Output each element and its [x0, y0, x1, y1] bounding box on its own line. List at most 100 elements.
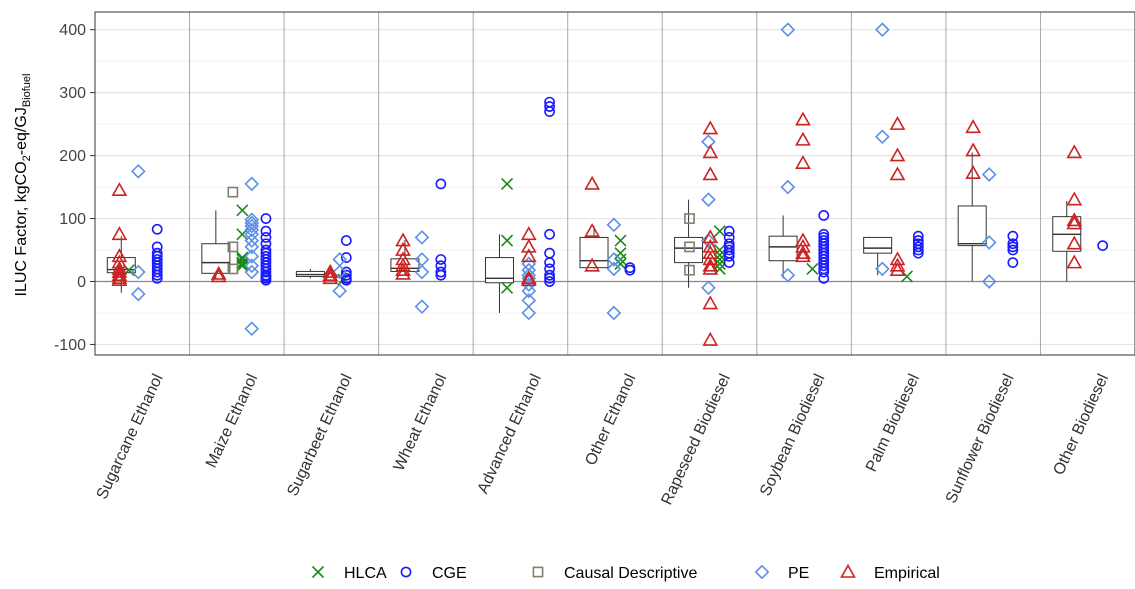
hlca-point-stroke — [713, 257, 726, 270]
category-label-advanced-ethanol: Advanced Ethanol — [475, 372, 545, 497]
hlca-point-stroke — [236, 259, 249, 272]
pe-point — [780, 22, 796, 38]
cge-point — [818, 272, 830, 284]
empirical-point — [702, 331, 719, 346]
empirical-point — [520, 270, 537, 285]
boxplot-maize-ethanol — [201, 210, 231, 280]
empirical-point — [702, 295, 719, 310]
cge-point — [544, 272, 555, 284]
hlca-point-stroke — [500, 234, 514, 247]
y-tick-label: 100 — [59, 211, 86, 228]
legend-cross-icon — [311, 565, 325, 579]
cge-point — [1007, 238, 1019, 250]
cge-point — [340, 252, 352, 263]
empirical-point — [889, 115, 906, 130]
causal-descriptive-point — [684, 264, 695, 276]
cge-point — [340, 274, 352, 286]
hlca-point-stroke — [713, 243, 726, 257]
empirical-point — [322, 263, 339, 278]
empirical-point — [584, 223, 600, 237]
empirical-point — [795, 238, 811, 253]
cge-point — [544, 101, 555, 112]
legend-triangle-icon — [840, 563, 856, 578]
cge-point — [1007, 241, 1019, 253]
cge-point — [1007, 230, 1019, 242]
category-label-sunflower-biodiesel: Sunflower Biodiesel — [943, 372, 1018, 507]
hlca-point — [500, 234, 514, 247]
legend-item-cge: CGE — [400, 565, 467, 582]
empirical-point — [520, 248, 537, 263]
pe-point — [244, 233, 260, 248]
cge-point — [435, 266, 447, 278]
empirical-point — [795, 155, 811, 169]
empirical-point — [702, 257, 719, 272]
y-axis-title-main: ILUC Factor, kgCO — [13, 161, 30, 296]
legend-item-hlca: HLCA — [311, 565, 387, 582]
pe-point — [414, 264, 430, 280]
cge-point — [624, 264, 636, 276]
hlca-point — [614, 257, 627, 270]
hlca-point — [614, 234, 627, 247]
y-axis-title-sub1: 2 — [21, 155, 33, 161]
hlca-point — [713, 225, 726, 238]
cge-point — [723, 250, 735, 262]
legend-item-empirical: Empirical — [840, 563, 940, 582]
y-axis-title-mid: -eq/GJ — [13, 107, 30, 155]
empirical-point — [1066, 144, 1083, 159]
pe-point — [130, 264, 146, 280]
cge-point — [818, 260, 830, 272]
empirical-point — [111, 270, 128, 285]
pe-point — [606, 217, 622, 233]
pe-point — [244, 212, 260, 228]
pe-point — [130, 286, 146, 302]
boxplot-soybean-biodiesel — [768, 215, 798, 279]
cge-point — [151, 223, 163, 235]
cge-point — [1007, 257, 1019, 269]
pe-point — [521, 262, 537, 278]
empirical-point — [111, 267, 128, 282]
hlca-point-stroke — [500, 177, 514, 190]
legend-cross-icon-stroke — [311, 565, 325, 579]
empirical-point — [520, 238, 537, 253]
cge-point — [260, 232, 272, 243]
cge-point — [260, 225, 272, 237]
empirical-point — [111, 182, 128, 197]
empirical-point — [520, 226, 537, 241]
hlca-point-stroke — [236, 204, 249, 217]
hlca-point — [236, 204, 249, 217]
boxplot-other-biodiesel — [1052, 200, 1082, 282]
legend-label: PE — [788, 565, 809, 582]
pe-point — [244, 239, 260, 255]
cge-point — [723, 244, 735, 256]
empirical-point — [795, 248, 811, 263]
pe-point — [606, 252, 622, 267]
pe-point — [244, 218, 260, 234]
empirical-point — [395, 262, 411, 276]
hlca-point — [500, 177, 514, 190]
pe-point — [981, 167, 997, 182]
category-label-sugarcane-ethanol: Sugarcane Ethanol — [94, 372, 167, 503]
empirical-point — [395, 265, 411, 280]
empirical-point — [322, 270, 339, 285]
legend-square-icon — [532, 566, 544, 578]
category-label-maize-ethanol: Maize Ethanol — [203, 372, 261, 471]
cge-point — [1007, 244, 1019, 256]
hlca-point-stroke — [900, 270, 914, 283]
cge-point — [544, 106, 555, 117]
pe-point — [130, 164, 146, 179]
series-empirical — [111, 111, 1083, 346]
y-tick-label: 200 — [59, 148, 86, 165]
boxplot-sunflower-biodiesel — [957, 152, 987, 282]
empirical-point — [1066, 235, 1083, 250]
empirical-point — [889, 166, 906, 181]
cge-point — [723, 225, 735, 237]
causal-descriptive-point — [684, 241, 695, 253]
pe-point — [521, 305, 537, 321]
empirical-point — [702, 120, 719, 135]
hlca-point-stroke — [614, 257, 627, 270]
cge-point — [912, 244, 924, 256]
empirical-point — [889, 257, 906, 272]
hlca-point — [713, 257, 726, 270]
hlca-point — [806, 262, 819, 275]
